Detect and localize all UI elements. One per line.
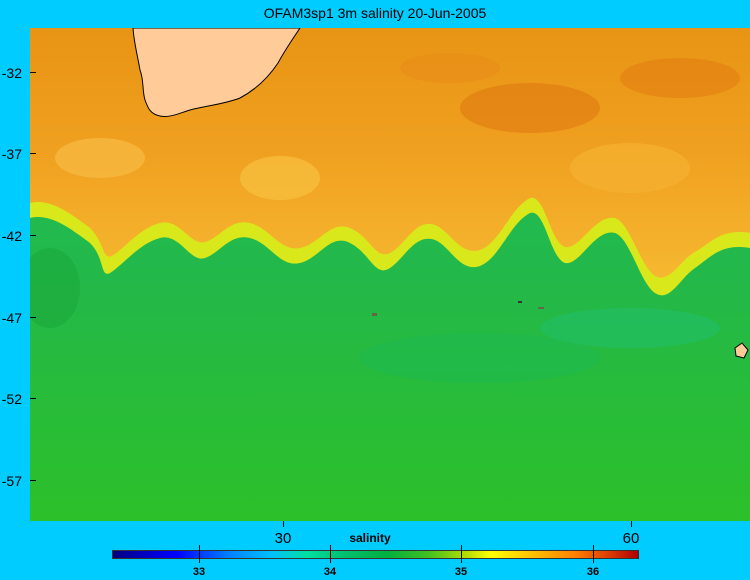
colorbar-tick-label: 33 [192, 566, 206, 578]
island [538, 307, 544, 309]
eddy [570, 143, 690, 193]
eddy [460, 83, 600, 133]
y-tick-mark [30, 153, 36, 154]
island [734, 342, 749, 359]
x-tick-mark [283, 521, 284, 527]
colorbar-label: salinity [349, 531, 391, 545]
eddy [30, 248, 80, 328]
x-tick-label: 60 [622, 530, 640, 547]
y-tick-label: -42 [1, 228, 22, 244]
y-tick-mark [30, 480, 36, 481]
island [518, 301, 522, 303]
eddy [400, 53, 500, 83]
eddy [540, 308, 720, 348]
colorbar-tick-label: 35 [454, 566, 468, 578]
africa-landmass [132, 28, 301, 117]
eddy [240, 156, 320, 200]
map-title: OFAM3sp1 3m salinity 20-Jun-2005 [263, 5, 487, 21]
y-tick-mark [30, 398, 36, 399]
island [372, 313, 377, 316]
y-tick-label: -47 [1, 310, 22, 326]
y-tick-label: -37 [1, 146, 22, 162]
y-tick-mark [30, 72, 36, 73]
colorbar-tick-mark [593, 545, 594, 563]
y-tick-label: -57 [1, 473, 22, 489]
colorbar [112, 550, 639, 559]
x-tick-label: 30 [274, 530, 292, 547]
eddy [620, 58, 740, 98]
x-tick-mark [631, 521, 632, 527]
y-tick-label: -32 [1, 65, 22, 81]
colorbar-tick-label: 34 [323, 566, 337, 578]
colorbar-tick-mark [461, 545, 462, 563]
colorbar-tick-label: 36 [586, 566, 600, 578]
eddy [55, 138, 145, 178]
salinity-map [30, 28, 750, 521]
y-tick-mark [30, 317, 36, 318]
colorbar-tick-mark [199, 545, 200, 563]
colorbar-tick-mark [330, 545, 331, 563]
eddy [360, 333, 600, 383]
y-tick-label: -52 [1, 391, 22, 407]
y-tick-mark [30, 235, 36, 236]
